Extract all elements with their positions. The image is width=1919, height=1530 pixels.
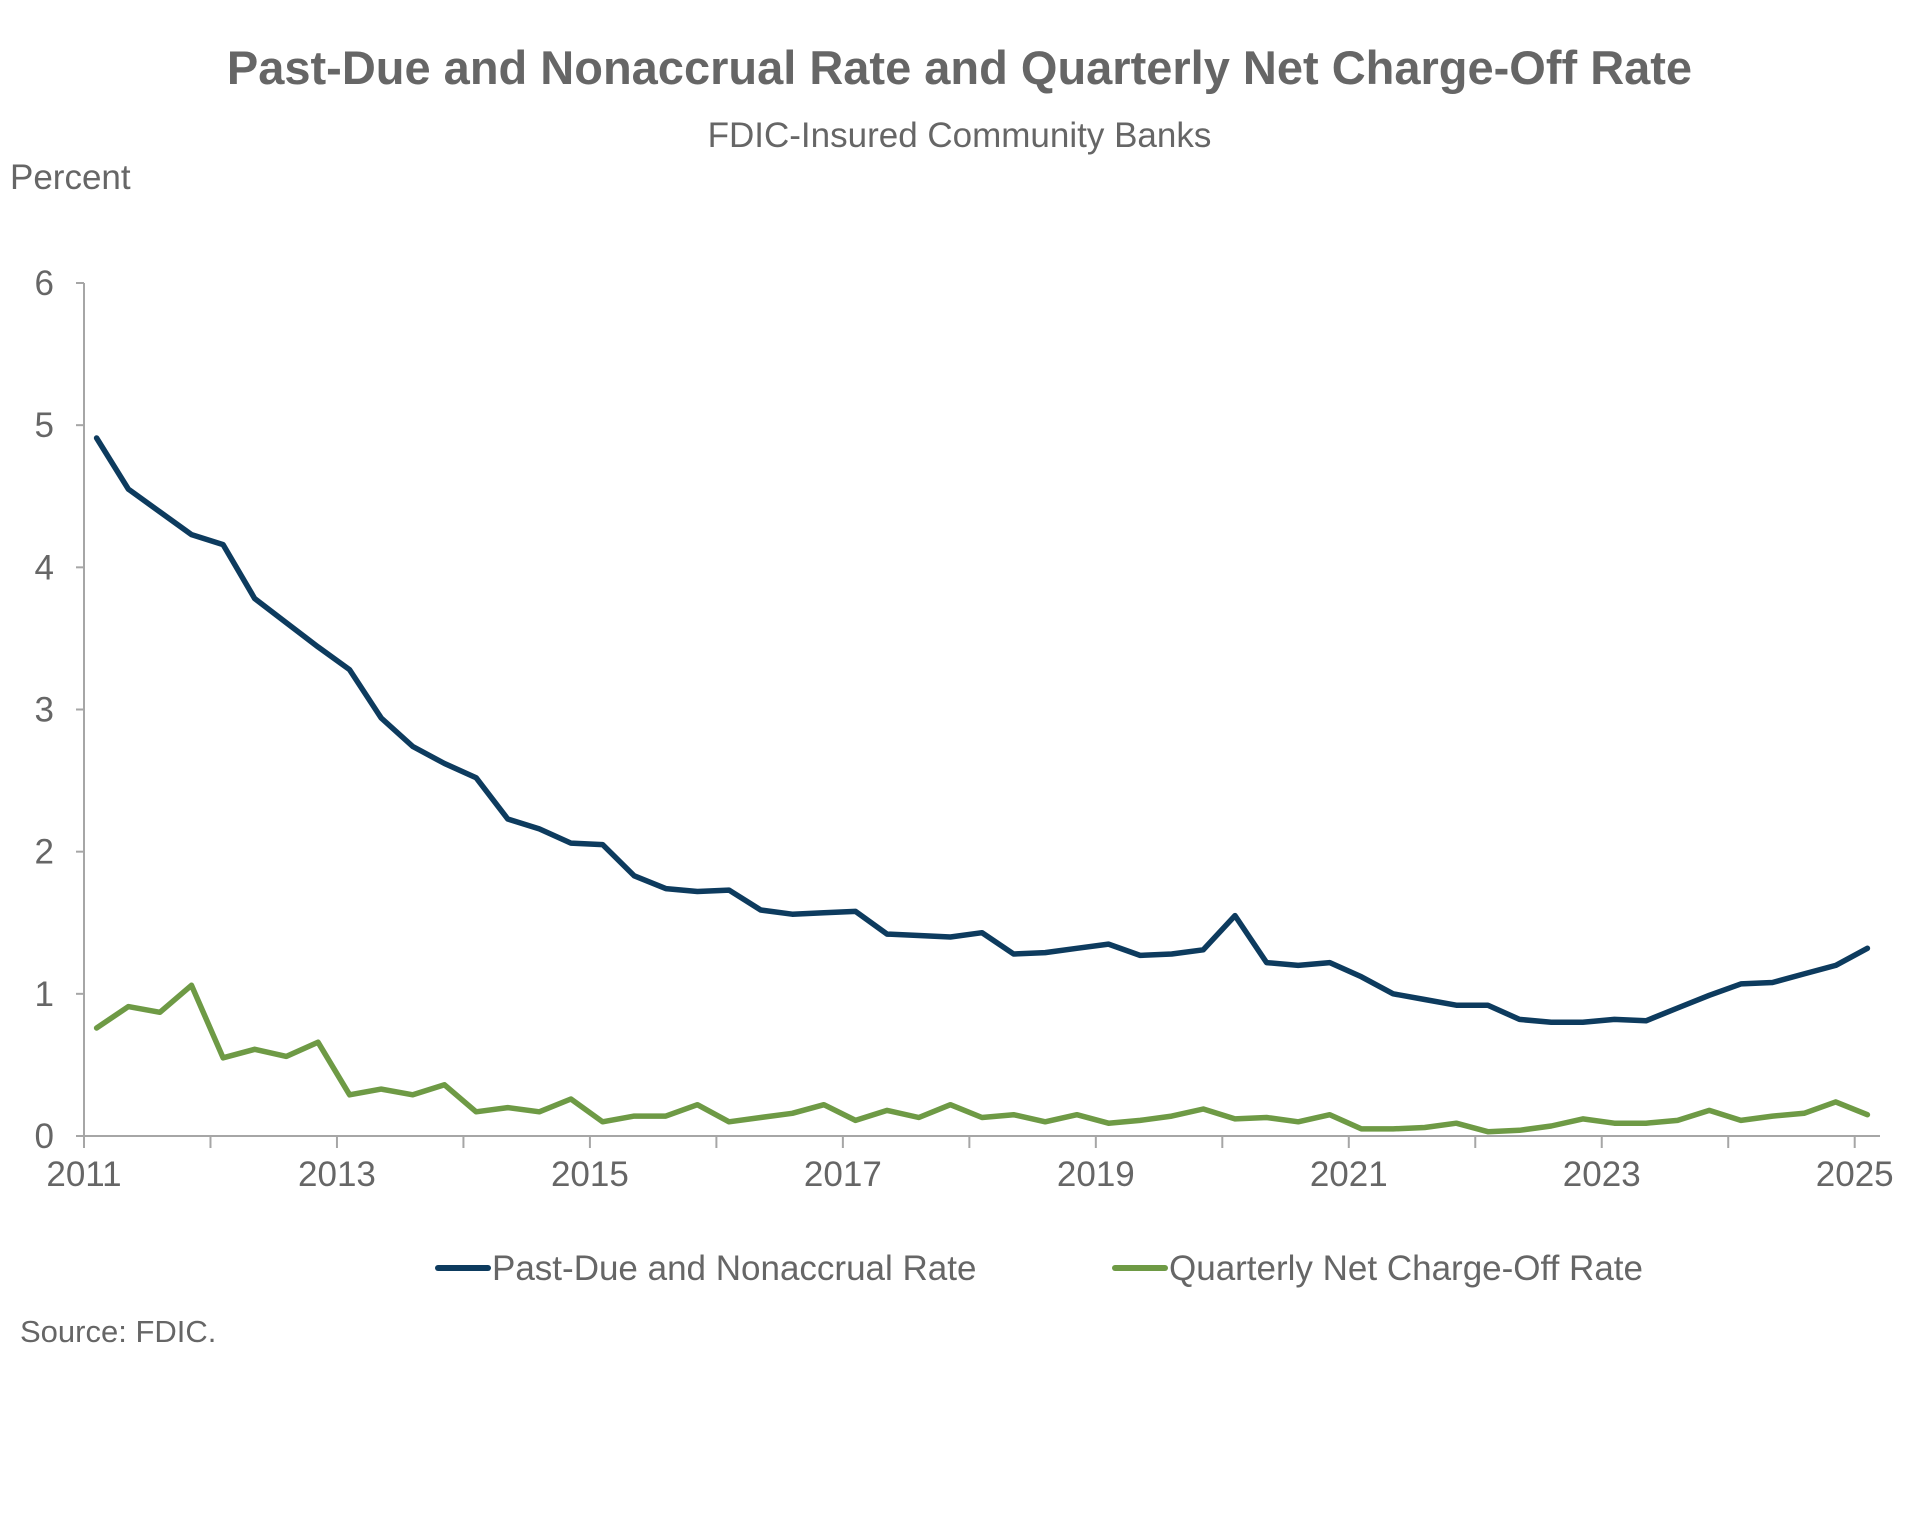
y-tick-label: 1 — [35, 975, 54, 1014]
y-tick-label: 5 — [35, 406, 54, 445]
source-note: Source: FDIC. — [20, 1314, 217, 1349]
series-line-past-due-and-nonaccrual-rate — [93, 435, 1871, 1026]
y-tick-label: 4 — [35, 548, 54, 587]
chart-axes: 0 1 2 3 4 5 6 2011 2013 2015 2017 2019 2021 2023 2025 — [35, 264, 1894, 1194]
y-tick-label: 2 — [35, 833, 54, 872]
legend-label: Past-Due and Nonaccrual Rate — [492, 1249, 976, 1288]
x-tick-label: 2021 — [1310, 1155, 1388, 1194]
legend-label: Quarterly Net Charge-Off Rate — [1169, 1249, 1643, 1288]
chart-subtitle: FDIC-Insured Community Banks — [707, 116, 1212, 155]
x-tick-label: 2017 — [804, 1155, 882, 1194]
y-tick-label: 3 — [35, 691, 54, 730]
series-line-quarterly-net-charge-off-rate — [93, 982, 1871, 1135]
x-tick-label: 2011 — [46, 1155, 121, 1194]
x-tick-label: 2019 — [1057, 1155, 1135, 1194]
chart-series — [93, 435, 1871, 1135]
x-tick-label: 2015 — [551, 1155, 629, 1194]
chart-legend: Past-Due and Nonaccrual Rate Quarterly Ne… — [435, 1249, 1643, 1288]
chart-title: Past-Due and Nonaccrual Rate and Quarter… — [226, 41, 1693, 94]
x-tick-label: 2025 — [1816, 1155, 1894, 1194]
y-tick-label: 0 — [35, 1117, 54, 1156]
y-tick-label: 6 — [35, 264, 54, 303]
x-tick-label: 2023 — [1563, 1155, 1641, 1194]
y-axis-label: Percent — [10, 158, 131, 197]
x-tick-label: 2013 — [298, 1155, 376, 1194]
